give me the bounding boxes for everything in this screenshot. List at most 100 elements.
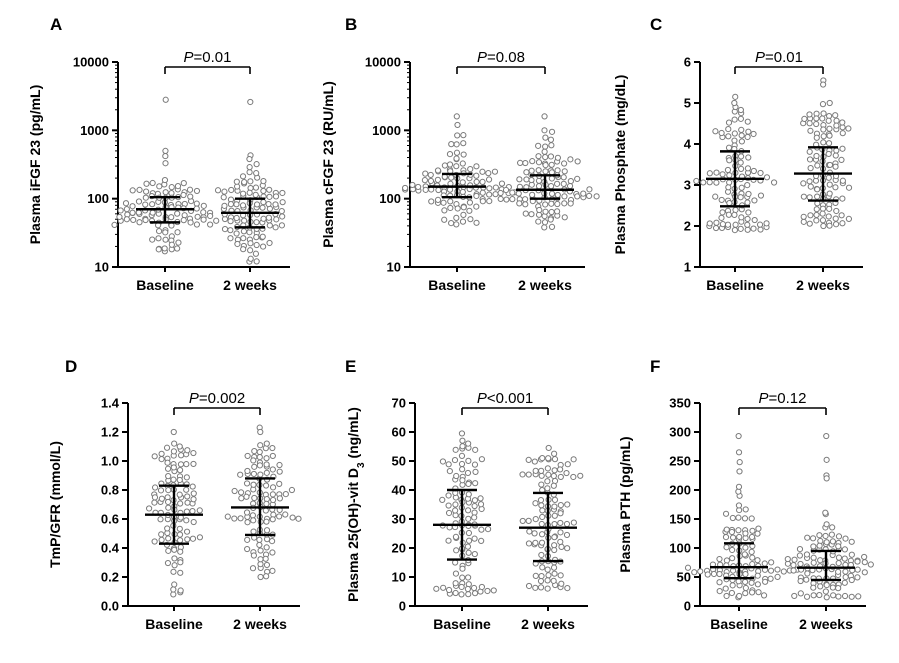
data-point bbox=[735, 527, 742, 534]
data-point bbox=[155, 235, 162, 242]
data-point bbox=[458, 591, 465, 598]
data-point bbox=[826, 205, 833, 212]
data-point bbox=[170, 586, 177, 593]
data-point bbox=[810, 543, 817, 550]
data-point bbox=[497, 195, 504, 203]
data-point bbox=[171, 546, 178, 553]
y-tick-label: 1.2 bbox=[101, 425, 119, 440]
data-point bbox=[233, 230, 240, 237]
panel-d: D 0.0 0.2 0.4 0.6 0.8 1.0 1.2 1.4 TmP/GFR (mmol/L… bbox=[47, 357, 302, 632]
data-point bbox=[454, 132, 461, 139]
data-point bbox=[826, 99, 833, 107]
data-point bbox=[158, 531, 165, 538]
data-point bbox=[181, 212, 188, 219]
data-point bbox=[162, 147, 169, 155]
data-point bbox=[544, 566, 551, 573]
data-point bbox=[742, 584, 749, 592]
data-point bbox=[737, 165, 745, 173]
data-point bbox=[542, 201, 549, 208]
data-point bbox=[459, 565, 466, 572]
data-point bbox=[193, 205, 200, 212]
data-point bbox=[521, 196, 529, 203]
data-point bbox=[243, 480, 251, 487]
data-point bbox=[750, 130, 757, 138]
data-point bbox=[841, 546, 848, 553]
data-point bbox=[813, 152, 820, 160]
data-point bbox=[260, 243, 267, 250]
data-point bbox=[170, 568, 177, 575]
data-point bbox=[256, 536, 263, 543]
data-point bbox=[164, 525, 171, 532]
data-point bbox=[269, 496, 277, 504]
p-value: P=0.01 bbox=[755, 49, 803, 66]
data-point bbox=[550, 577, 557, 584]
data-point bbox=[175, 239, 182, 246]
data-point bbox=[732, 206, 739, 214]
data-point bbox=[464, 543, 472, 550]
data-point bbox=[472, 446, 479, 453]
data-point bbox=[541, 127, 548, 134]
data-point bbox=[445, 586, 453, 594]
panel-letter: C bbox=[650, 15, 662, 34]
data-point bbox=[490, 587, 497, 594]
data-point bbox=[238, 495, 245, 502]
data-point bbox=[593, 193, 600, 200]
data-point bbox=[832, 152, 839, 159]
data-point bbox=[532, 467, 539, 474]
data-point bbox=[485, 170, 492, 177]
data-point bbox=[246, 164, 253, 171]
data-point bbox=[177, 452, 185, 459]
data-point bbox=[726, 172, 733, 179]
data-point bbox=[806, 194, 813, 201]
y-tick-label: 0.0 bbox=[101, 599, 119, 614]
data-point bbox=[544, 465, 551, 472]
data-point bbox=[525, 517, 532, 524]
data-point bbox=[822, 588, 829, 595]
data-point bbox=[233, 178, 240, 185]
data-point bbox=[184, 536, 191, 543]
data-point bbox=[757, 192, 765, 199]
data-point bbox=[538, 551, 545, 559]
data-point bbox=[478, 456, 486, 463]
data-point bbox=[158, 536, 165, 543]
data-point bbox=[244, 536, 251, 543]
p-value-text: =0.01 bbox=[194, 49, 232, 66]
data-point bbox=[861, 559, 868, 566]
data-point bbox=[548, 223, 556, 231]
data-point bbox=[272, 201, 279, 208]
data-point bbox=[551, 570, 558, 577]
data-point bbox=[266, 239, 273, 247]
data-point bbox=[174, 183, 182, 190]
data-point bbox=[554, 191, 561, 199]
data-point bbox=[706, 220, 713, 227]
data-point bbox=[142, 201, 149, 208]
data-point bbox=[729, 555, 736, 562]
data-point bbox=[249, 565, 257, 572]
data-point bbox=[551, 450, 558, 457]
data-point bbox=[561, 168, 568, 175]
data-point bbox=[200, 202, 207, 209]
data-point bbox=[464, 585, 471, 593]
data-point bbox=[479, 168, 486, 175]
data-point bbox=[259, 204, 266, 211]
data-point bbox=[183, 517, 190, 524]
data-point bbox=[158, 450, 165, 457]
data-point bbox=[800, 213, 807, 220]
data-point bbox=[452, 589, 459, 597]
data-point bbox=[434, 196, 442, 203]
data-point bbox=[539, 455, 546, 462]
data-point bbox=[262, 555, 269, 562]
data-point bbox=[434, 167, 442, 174]
p-value: P=0.002 bbox=[189, 390, 245, 407]
data-point bbox=[164, 459, 171, 466]
data-point bbox=[744, 133, 751, 141]
data-point bbox=[691, 569, 698, 576]
data-point bbox=[525, 582, 533, 590]
data-point bbox=[567, 200, 574, 207]
data-point bbox=[473, 163, 480, 170]
data-point bbox=[168, 241, 175, 248]
data-point bbox=[531, 530, 538, 537]
data-point bbox=[465, 591, 472, 598]
data-point bbox=[855, 593, 862, 600]
data-point bbox=[260, 198, 267, 206]
